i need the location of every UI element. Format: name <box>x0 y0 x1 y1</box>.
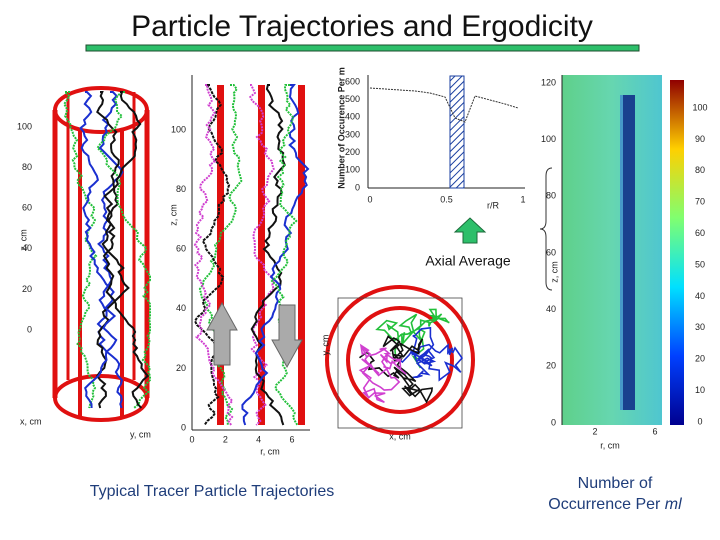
trajectory <box>62 91 98 409</box>
tick-label: 120 <box>541 77 556 87</box>
trajectory <box>270 84 299 426</box>
trajectory <box>375 308 450 369</box>
tick-label: 50 <box>695 259 705 269</box>
trajectory <box>399 326 464 382</box>
tick-label: 100 <box>541 134 556 144</box>
tick-label: 2 <box>223 434 228 444</box>
tick-label: 200 <box>345 147 360 157</box>
axis-label: r, cm <box>600 440 620 450</box>
trajectory <box>102 91 150 409</box>
tick-label: 0.5 <box>440 194 453 204</box>
tick-label: 60 <box>176 244 186 254</box>
tick-label: 600 <box>345 76 360 86</box>
tick-label: 0 <box>189 434 194 444</box>
tick-label: 80 <box>176 184 186 194</box>
trajectory <box>198 84 243 426</box>
tick-label: 100 <box>692 102 707 112</box>
trajectory <box>193 84 234 426</box>
tick-label: 10 <box>695 385 705 395</box>
tick-label: 1 <box>520 194 525 204</box>
tick-label: 90 <box>695 134 705 144</box>
tick-label: 40 <box>22 243 32 253</box>
tick-label: 30 <box>695 322 705 332</box>
caption-right-line1: Number of <box>578 475 653 492</box>
tick-label: 100 <box>171 124 186 134</box>
axis-label: r, cm <box>260 446 280 456</box>
arrows <box>206 301 303 369</box>
tick-label: 40 <box>176 303 186 313</box>
tick-label: 4 <box>256 434 261 444</box>
trajectory <box>359 334 434 404</box>
tick-label: 6 <box>652 426 657 436</box>
axis-label: z, cm <box>549 261 559 283</box>
axis-label: y, cm <box>130 429 151 439</box>
tick-label: 80 <box>22 162 32 172</box>
axis-label: x, cm <box>20 416 42 426</box>
slide-title: Particle Trajectories and Ergodicity <box>131 10 593 43</box>
axis-label: y, cm <box>320 335 330 356</box>
axis-label: z, cm <box>18 229 28 251</box>
axis-label: x, cm <box>389 431 411 441</box>
axis-label: z, cm <box>168 204 178 226</box>
trajectory <box>249 84 275 426</box>
tick-label: 0 <box>355 182 360 192</box>
trajectory-plot <box>191 75 310 431</box>
trajectory <box>358 343 407 404</box>
tick-label: 40 <box>695 291 705 301</box>
tick-label: 0 <box>181 422 186 432</box>
tick-label: 20 <box>695 354 705 364</box>
tick-label: 40 <box>546 304 556 314</box>
caption-right-line2: Occurrence Per ml <box>548 496 682 513</box>
tick-label: 0 <box>697 416 702 426</box>
axis-label: Number of Occurence Per m <box>336 67 346 189</box>
tick-label: 300 <box>345 129 360 139</box>
trajectory <box>96 91 124 409</box>
up-arrow <box>453 217 487 244</box>
tick-label: 20 <box>176 363 186 373</box>
tick-label: 80 <box>546 191 556 201</box>
tick-label: 60 <box>546 247 556 257</box>
trajectory <box>79 91 118 409</box>
histogram <box>367 75 525 189</box>
heatmap <box>539 75 684 425</box>
tick-label: 70 <box>695 197 705 207</box>
title-underline <box>85 44 640 52</box>
trajectory <box>95 91 130 409</box>
trajectory <box>193 84 231 426</box>
tick-label: 80 <box>695 165 705 175</box>
tick-label: 500 <box>345 94 360 104</box>
cross-section <box>325 285 475 435</box>
caption-text: Occurrence Per <box>548 496 661 513</box>
tick-label: 0 <box>27 324 32 334</box>
tick-label: 0 <box>551 417 556 427</box>
tick-label: 20 <box>22 284 32 294</box>
caption-left: Typical Tracer Particle Trajectories <box>90 483 335 500</box>
arrow-label: Axial Average <box>425 253 511 269</box>
tick-label: 100 <box>345 165 360 175</box>
tick-label: 60 <box>22 203 32 213</box>
tick-label: 20 <box>546 361 556 371</box>
tick-label: 400 <box>345 112 360 122</box>
trajectory <box>250 84 286 426</box>
tick-label: 6 <box>289 434 294 444</box>
tick-label: 2 <box>592 426 597 436</box>
tick-label: 100 <box>17 121 32 131</box>
axis-label: r/R <box>487 200 499 210</box>
tick-label: 0 <box>367 194 372 204</box>
cylinder-plot <box>52 86 152 422</box>
caption-unit: ml <box>665 496 682 513</box>
trajectory <box>96 91 152 409</box>
tick-label: 60 <box>695 228 705 238</box>
